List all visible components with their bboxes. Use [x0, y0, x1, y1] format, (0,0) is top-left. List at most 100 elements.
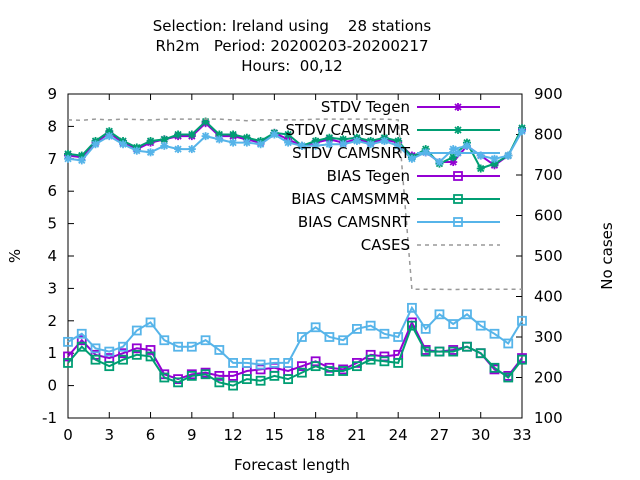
data-point [296, 332, 307, 342]
y-tick-label: 1 [47, 344, 57, 362]
data-point [200, 369, 211, 380]
legend-marker [453, 194, 463, 204]
data-point [132, 146, 141, 155]
data-point [63, 351, 73, 362]
data-point [283, 358, 294, 368]
data-point [104, 361, 115, 372]
data-point [187, 130, 196, 139]
data-point [352, 323, 362, 334]
data-point [489, 328, 500, 339]
data-point [187, 145, 196, 154]
y-tick-label: 7 [47, 150, 57, 168]
series-line [67, 118, 522, 291]
data-point [145, 345, 156, 355]
legend-label: STDV Tegen [321, 98, 410, 116]
data-point [407, 154, 416, 163]
data-point [517, 354, 527, 365]
data-point [64, 154, 72, 163]
data-point [352, 361, 362, 372]
data-point [504, 151, 513, 160]
y-tick-label: 4 [47, 247, 57, 265]
y2-tick-label: 300 [534, 328, 563, 346]
data-point [503, 338, 514, 349]
data-point [256, 140, 265, 149]
data-point [173, 377, 183, 388]
data-point [448, 346, 459, 357]
data-point [311, 141, 320, 150]
data-point [76, 335, 87, 346]
series-line [67, 323, 523, 387]
data-point [296, 361, 307, 372]
y2-tick-label: 100 [534, 409, 563, 427]
data-point [365, 354, 376, 365]
data-point [229, 138, 238, 147]
data-point [503, 372, 514, 383]
data-point [339, 140, 348, 149]
x-tick-label: 24 [389, 426, 408, 444]
x-tick-label: 12 [224, 426, 243, 444]
chart-title: Selection: Ireland using 28 stations Rh2… [153, 17, 432, 75]
series-2 [64, 127, 526, 167]
title-line-1: Selection: Ireland using 28 stations [153, 17, 432, 35]
data-point [269, 358, 280, 368]
y2-tick-label: 200 [534, 369, 563, 387]
data-point [186, 370, 197, 381]
title-line-3: Hours: 00,12 [241, 57, 342, 75]
y-tick-label: 3 [47, 279, 57, 297]
x-axis-label: Forecast length [234, 456, 350, 474]
data-point [214, 377, 225, 388]
legend-marker [453, 171, 463, 181]
data-point [475, 320, 486, 331]
data-point [434, 309, 445, 320]
data-point [159, 335, 170, 346]
data-point [448, 319, 459, 329]
data-point [270, 130, 279, 139]
data-point [105, 132, 114, 141]
x-tick-label: 6 [146, 426, 156, 444]
data-point [407, 302, 417, 313]
y-axis-label: % [6, 249, 24, 263]
data-point [214, 370, 225, 381]
data-point [475, 348, 486, 359]
legend-label: BIAS Tegen [327, 167, 410, 185]
series-layer [63, 117, 527, 391]
data-point [393, 332, 404, 342]
y2-tick-label: 500 [534, 247, 563, 265]
data-point [380, 136, 389, 145]
data-point [489, 362, 500, 373]
data-point [517, 315, 527, 326]
series-5 [63, 302, 527, 370]
data-point [201, 132, 210, 141]
data-point [338, 335, 349, 346]
data-point [269, 370, 280, 381]
data-point [118, 341, 128, 352]
data-point [325, 140, 334, 149]
data-point [310, 361, 321, 372]
data-point [379, 356, 390, 367]
data-point [255, 375, 266, 386]
y2-tick-label: 400 [534, 288, 563, 306]
legend-label: BIAS CAMSMMR [291, 190, 410, 208]
data-point [228, 370, 238, 381]
x-tick-label: 21 [347, 426, 366, 444]
legend-label: BIAS CAMSNRT [298, 213, 411, 231]
data-point [76, 341, 87, 352]
data-point [186, 341, 197, 352]
data-point [296, 367, 307, 378]
y-tick-label: 9 [47, 85, 57, 103]
y-tick-label: 5 [47, 215, 57, 233]
data-point [310, 322, 321, 333]
data-point [63, 358, 73, 368]
data-point [297, 141, 306, 150]
data-point [228, 380, 238, 391]
legend: STDV Tegen STDV CAMSMMR STDV CAMSNRT BIAS T… [285, 98, 500, 254]
x-tick-label: 18 [306, 426, 325, 444]
x-tick-label: 15 [265, 426, 284, 444]
data-point [119, 140, 128, 149]
data-point [173, 341, 183, 352]
data-point [324, 366, 335, 376]
legend-label: CASES [361, 236, 410, 254]
data-point [159, 372, 170, 383]
series-4 [63, 320, 527, 391]
